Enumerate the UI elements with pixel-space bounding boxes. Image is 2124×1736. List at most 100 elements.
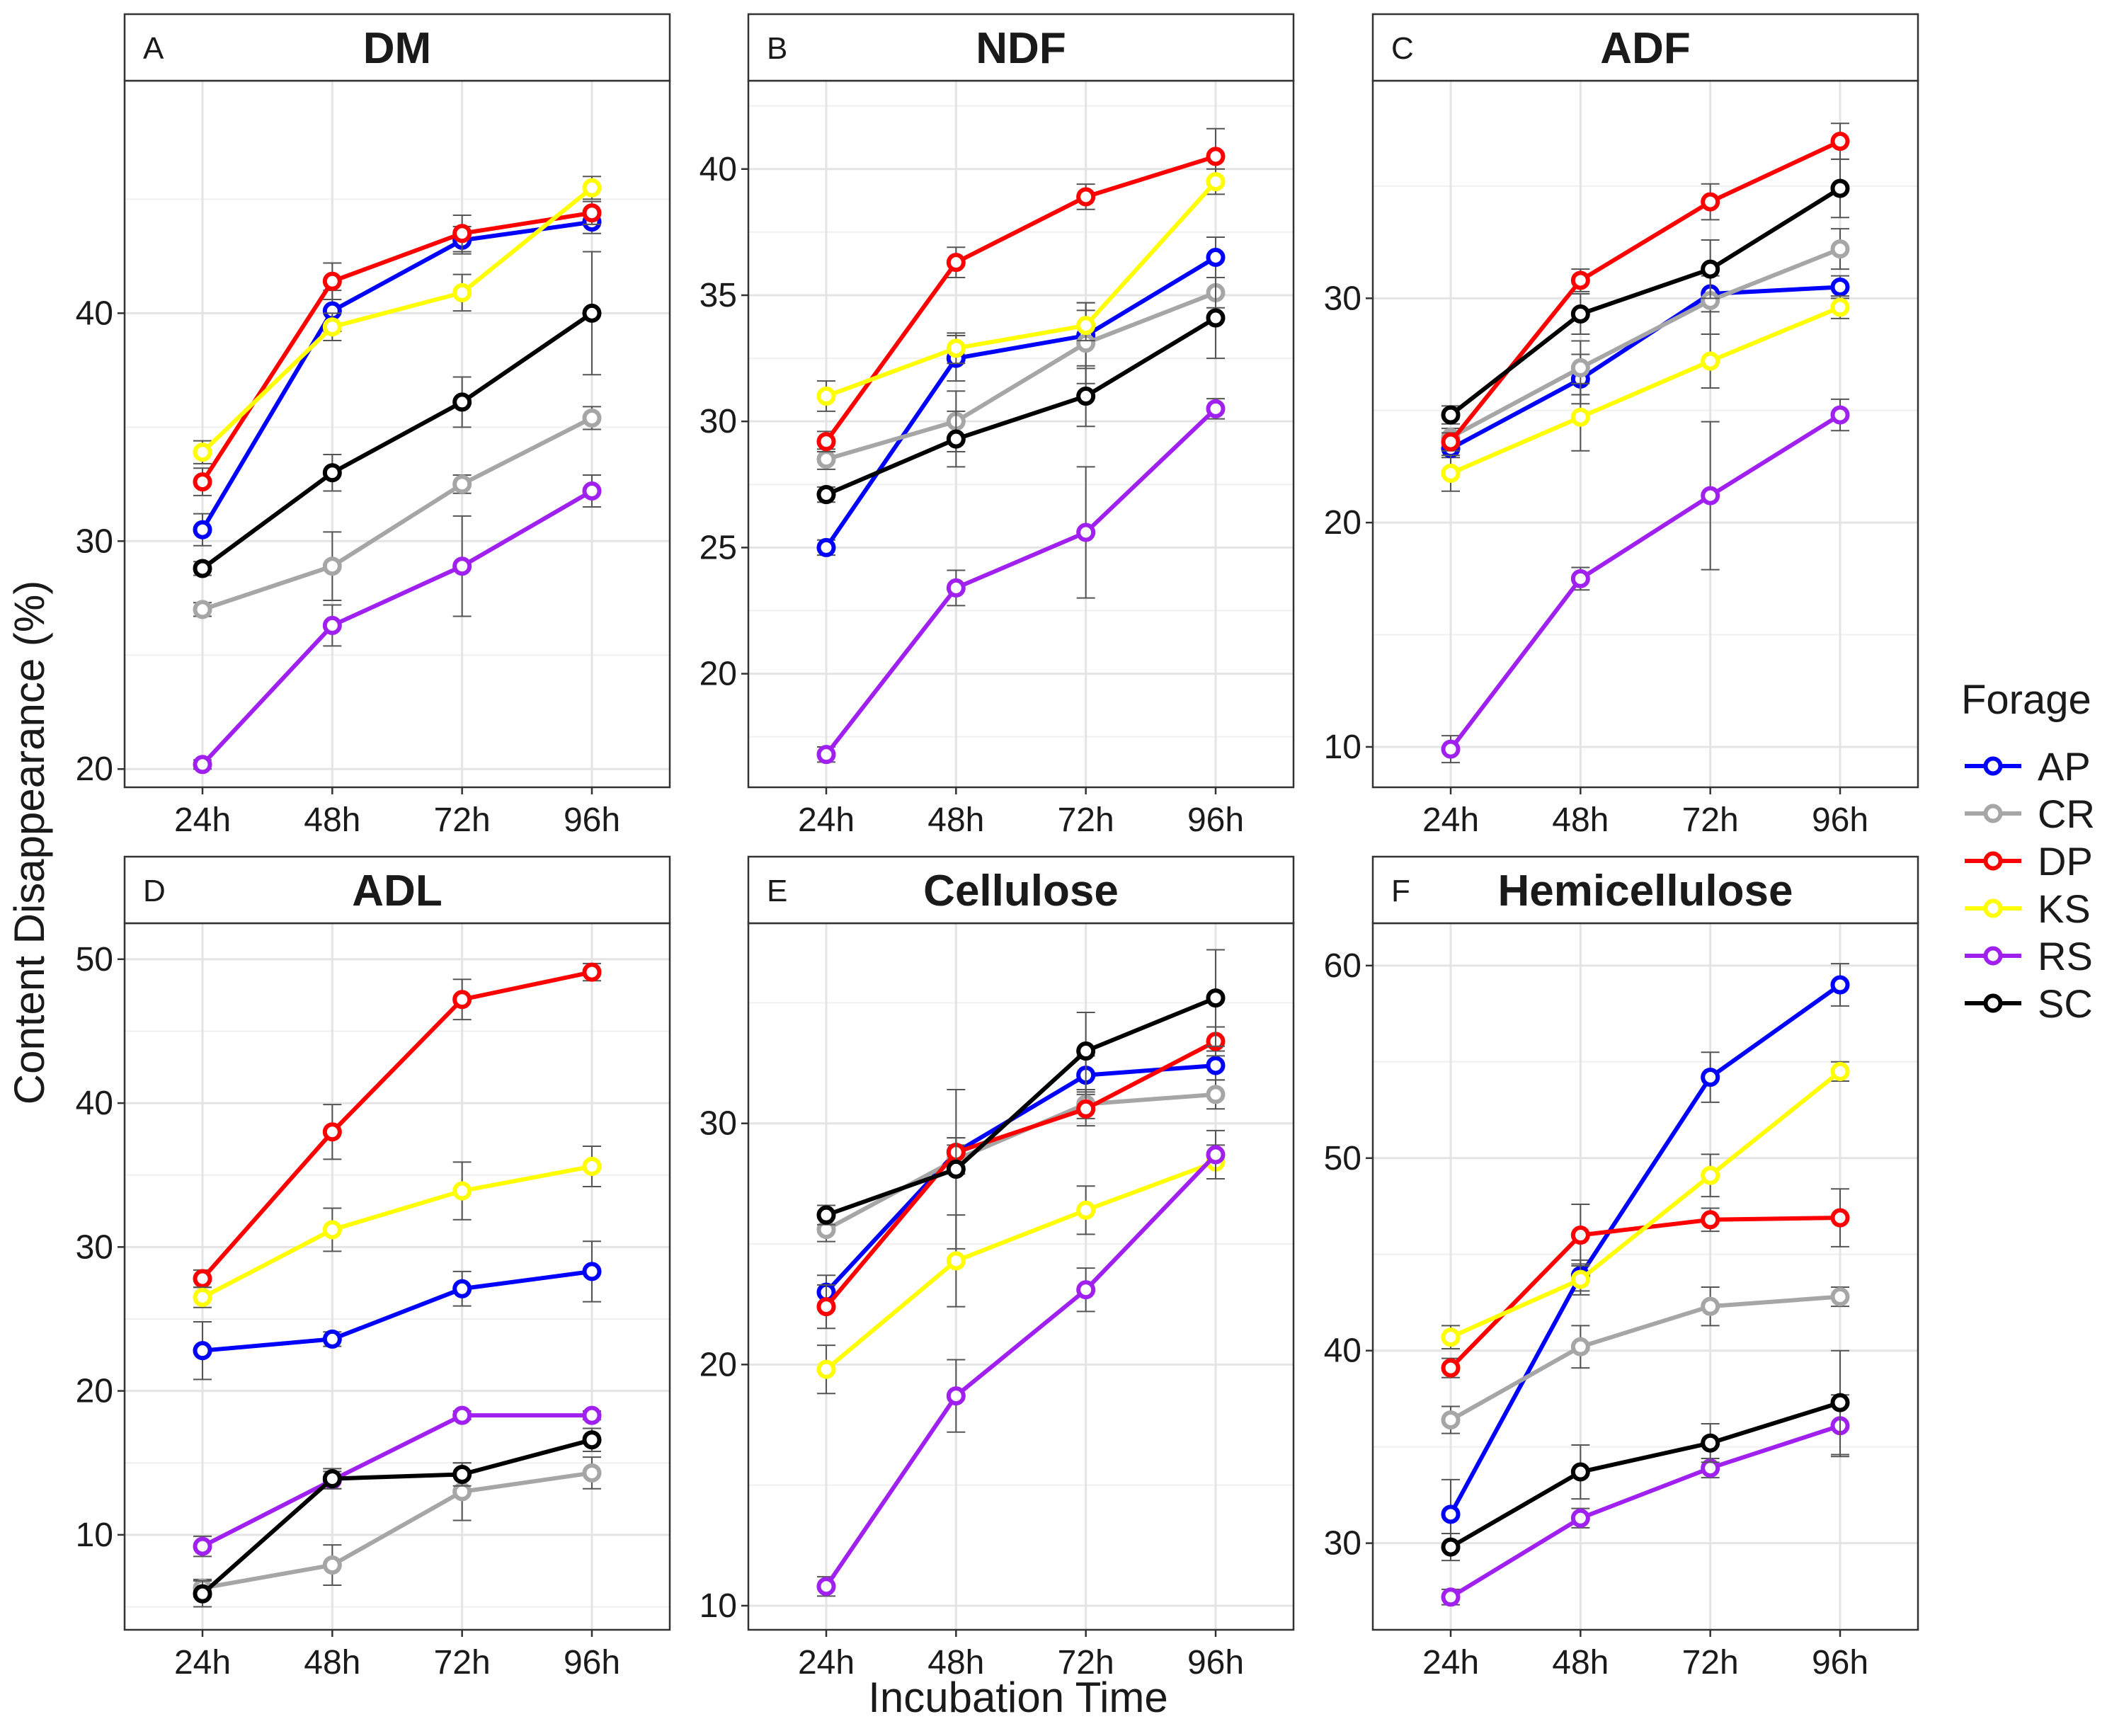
series-line — [201, 1437, 593, 1596]
data-point — [946, 1251, 966, 1271]
data-point — [1441, 1410, 1461, 1430]
panel-c: 10 20 30 24h 48h 72h 96h ADF C — [1324, 13, 1919, 839]
panel-tag: C — [1391, 31, 1414, 66]
x-tick-label: 24h — [174, 801, 231, 839]
data-point — [582, 1157, 602, 1177]
legend-label: CR — [2038, 792, 2095, 836]
data-point — [1441, 1327, 1461, 1347]
data-point — [452, 282, 472, 302]
data-point — [1701, 259, 1720, 279]
plot-background — [125, 923, 670, 1630]
data-point — [193, 1584, 212, 1604]
y-tick-label: 20 — [76, 1373, 113, 1410]
series-line — [202, 1269, 593, 1353]
data-point — [1570, 569, 1590, 588]
series-cr — [193, 406, 602, 619]
legend-key-point — [1983, 756, 2003, 776]
series-line — [1449, 1294, 1841, 1422]
facet-strip — [747, 855, 1295, 925]
facet-title: Cellulose — [923, 867, 1119, 915]
data-point — [582, 481, 602, 501]
x-tick-label: 96h — [1812, 801, 1868, 839]
data-point — [452, 1405, 472, 1425]
data-point — [1570, 1508, 1590, 1528]
series-rs — [816, 398, 1226, 765]
data-point — [816, 1359, 836, 1379]
y-tick-label: 30 — [76, 522, 113, 560]
x-tick-label: 24h — [1422, 1644, 1479, 1681]
legend-key-point — [1983, 946, 2003, 966]
y-tick-label: 30 — [700, 1105, 737, 1143]
data-point — [1701, 1068, 1720, 1087]
series-line — [825, 1160, 1217, 1371]
series-line — [1449, 1400, 1841, 1549]
data-point — [816, 387, 836, 406]
data-point — [452, 1279, 472, 1298]
series-line — [826, 995, 1217, 1217]
data-point — [816, 745, 836, 765]
data-point — [1830, 132, 1850, 152]
legend-label: RS — [2038, 934, 2093, 978]
series-line — [1449, 413, 1842, 750]
series-line — [202, 1471, 593, 1591]
data-point — [1830, 297, 1850, 317]
x-tick-label: 48h — [927, 801, 984, 839]
facet-title: ADF — [1600, 24, 1690, 73]
x-tick-label: 72h — [1058, 1644, 1114, 1681]
series-line — [200, 219, 593, 531]
y-tick-label: 30 — [1324, 1525, 1361, 1563]
y-tick-label: 40 — [76, 295, 113, 332]
series-ks — [1441, 1061, 1850, 1349]
series-line — [824, 407, 1218, 756]
data-point — [1830, 1393, 1850, 1412]
x-tick-label: 24h — [174, 1644, 231, 1681]
data-point — [1830, 1287, 1850, 1307]
y-tick-label: 50 — [1324, 1140, 1361, 1177]
series-line — [824, 1153, 1218, 1588]
data-point — [1206, 147, 1226, 166]
data-point — [816, 432, 836, 452]
series-line — [1449, 1423, 1841, 1599]
data-point — [582, 1405, 602, 1425]
series-line — [825, 180, 1218, 399]
data-point — [193, 559, 212, 578]
y-tick-label: 60 — [1324, 947, 1361, 985]
data-point — [582, 1463, 602, 1483]
y-tick-label: 10 — [1324, 729, 1361, 766]
series-line — [201, 1413, 592, 1548]
data-point — [946, 429, 966, 449]
data-point — [1830, 239, 1850, 259]
data-point — [582, 303, 602, 323]
legend-label: KS — [2038, 886, 2091, 931]
data-point — [1206, 248, 1226, 267]
data-point — [1076, 1041, 1096, 1061]
data-point — [452, 474, 472, 494]
data-point — [816, 1577, 836, 1597]
panel-tag: B — [767, 31, 787, 66]
y-tick-label: 20 — [700, 656, 737, 693]
y-tick-label: 20 — [700, 1346, 737, 1383]
facet-strip — [747, 13, 1295, 82]
data-point — [1701, 192, 1720, 212]
data-point — [452, 1181, 472, 1201]
series-rs — [193, 474, 602, 775]
series-sc — [816, 949, 1226, 1250]
x-tick-label: 48h — [927, 1644, 984, 1681]
data-point — [946, 1386, 966, 1406]
data-point — [1441, 1358, 1461, 1378]
x-tick-label: 24h — [798, 801, 855, 839]
data-point — [816, 450, 836, 469]
data-point — [1441, 463, 1461, 483]
series-rs — [1441, 398, 1850, 764]
data-point — [193, 472, 212, 492]
legend-key-point — [1983, 851, 2003, 871]
data-point — [1830, 1208, 1850, 1228]
y-tick-label: 30 — [700, 403, 737, 440]
data-point — [1206, 308, 1226, 328]
series-line — [201, 1164, 593, 1300]
data-point — [1570, 358, 1590, 378]
data-point — [193, 1341, 212, 1361]
data-point — [1076, 1280, 1096, 1300]
x-tick-label: 72h — [1682, 801, 1739, 839]
data-point — [193, 1269, 212, 1289]
